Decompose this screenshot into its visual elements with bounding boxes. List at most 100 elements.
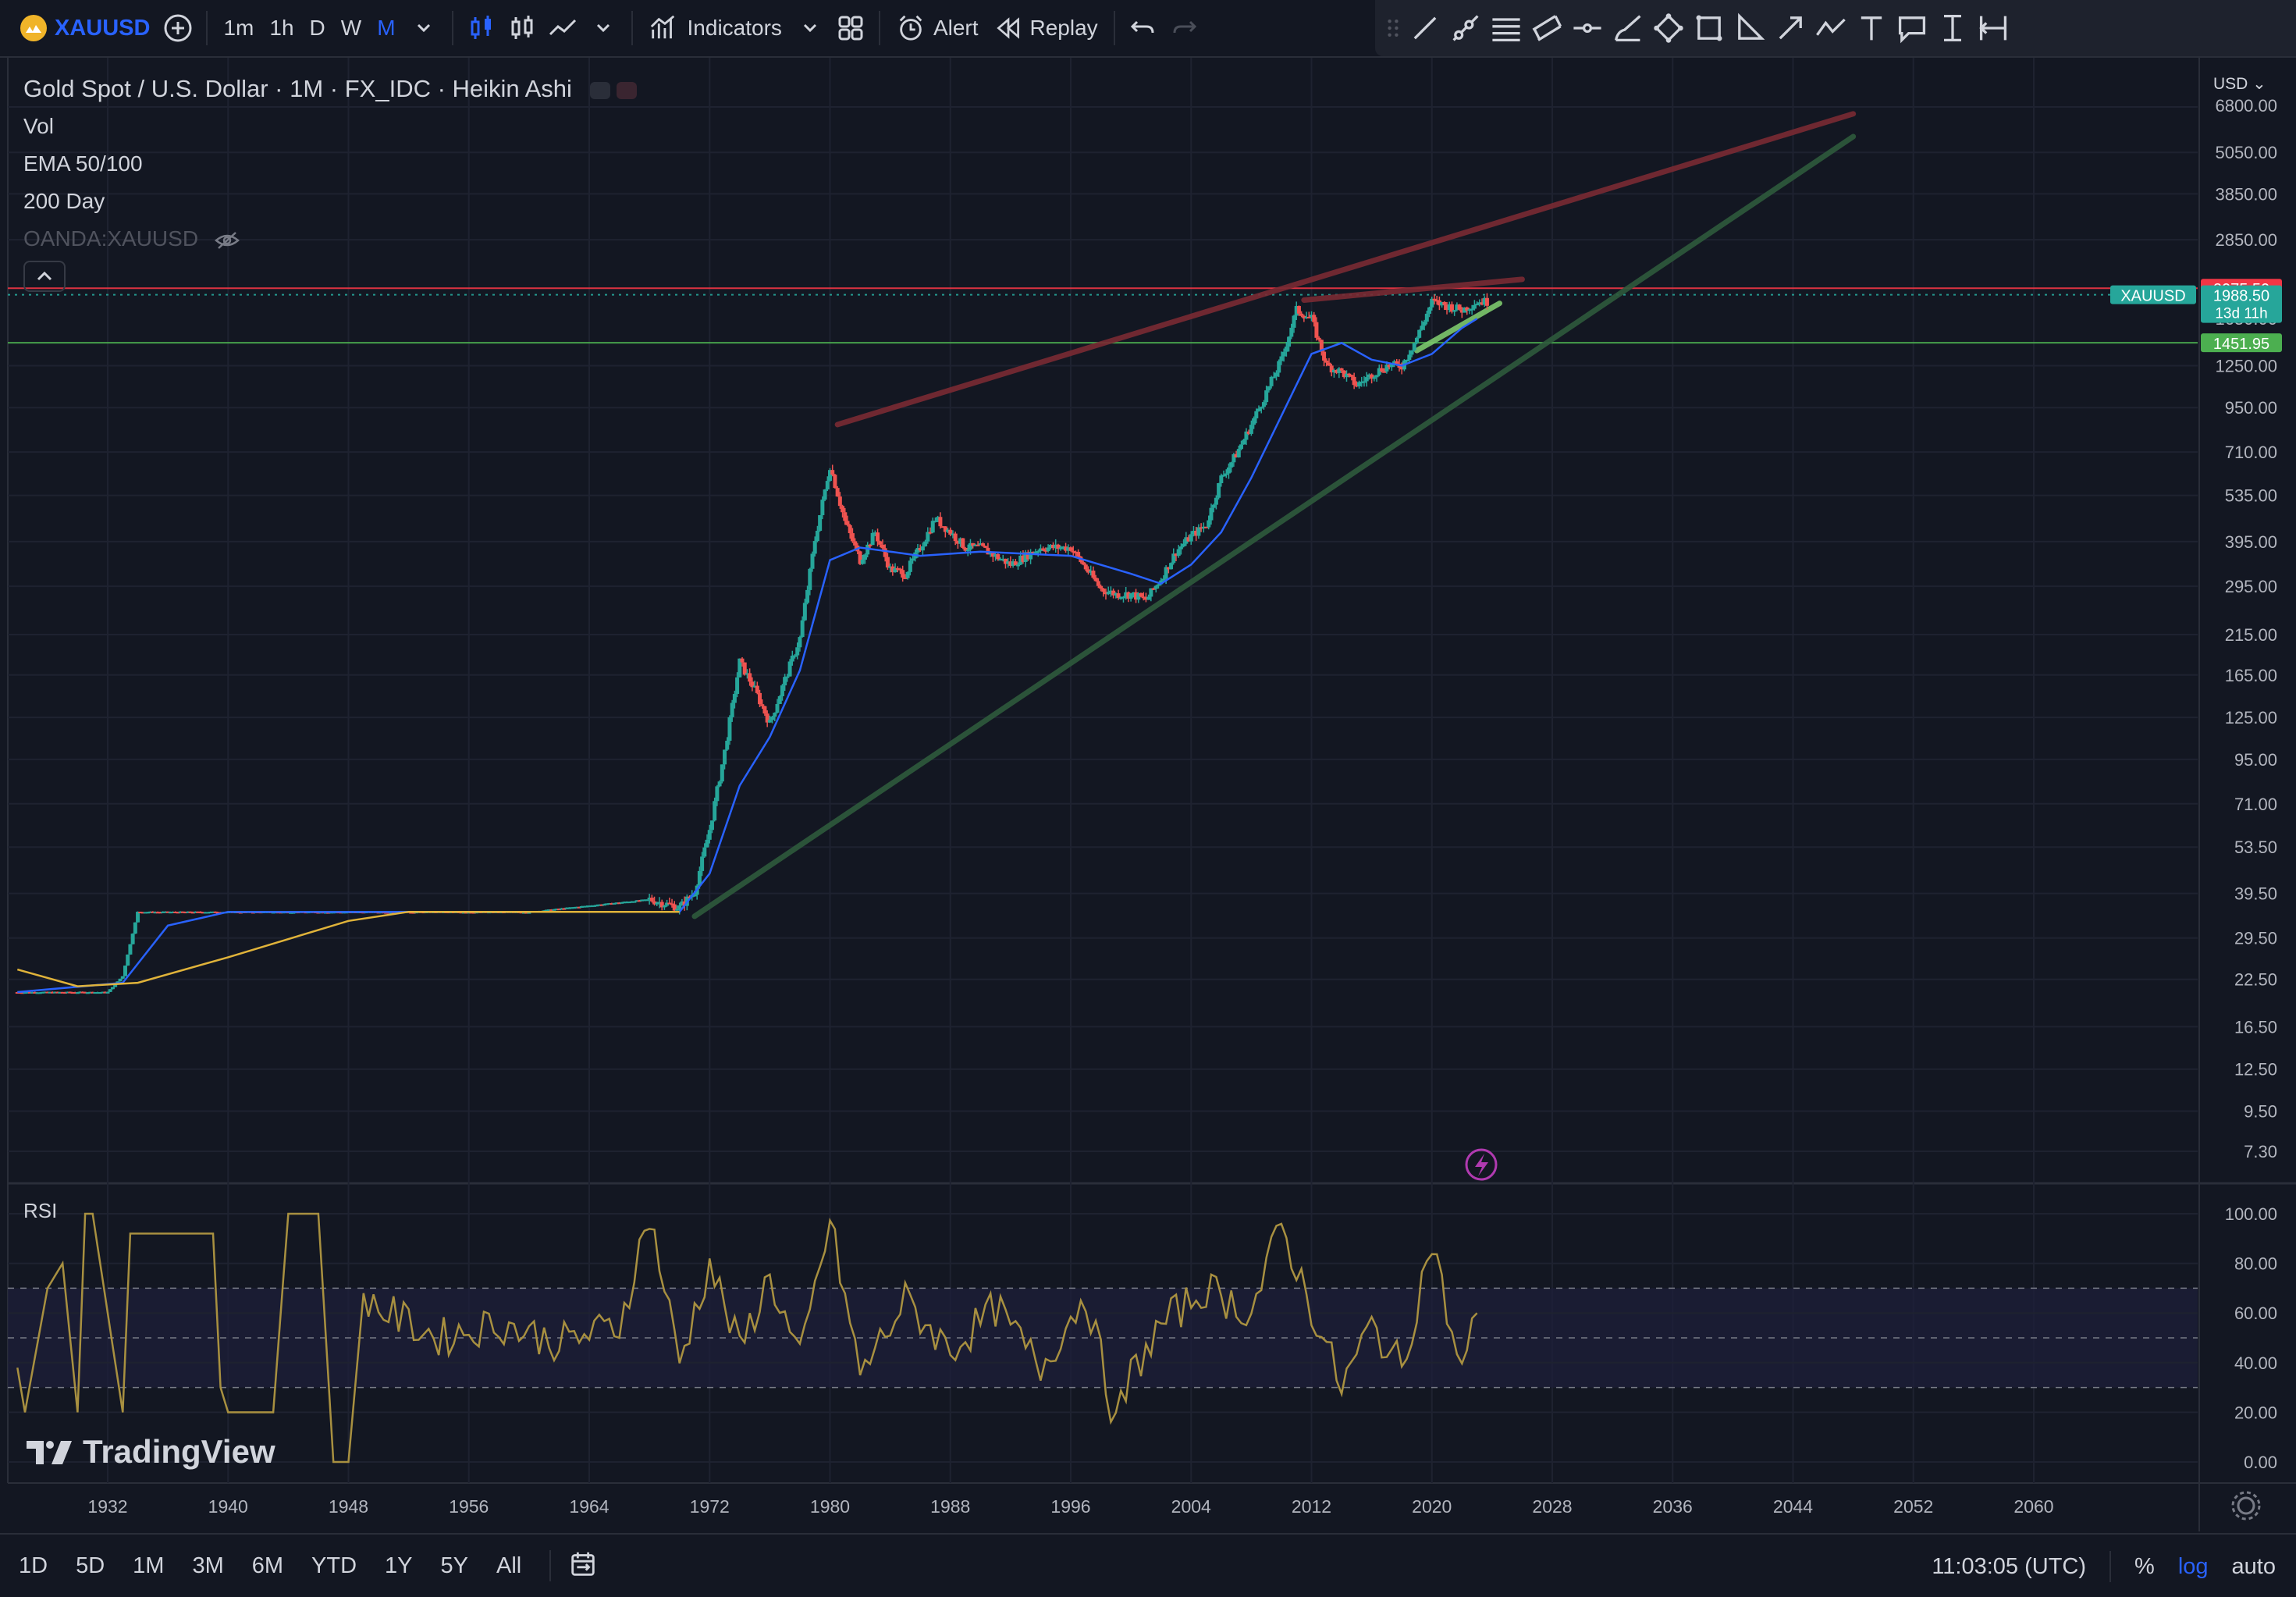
eye-toggle[interactable]: [589, 81, 610, 99]
auto-scale-toggle[interactable]: auto: [2231, 1553, 2276, 1579]
rectangle-tool[interactable]: [1689, 8, 1729, 48]
candle-body: [614, 902, 619, 905]
chart-style-dropdown[interactable]: [583, 8, 624, 48]
interval-w[interactable]: W: [340, 16, 362, 40]
candle-body: [1156, 584, 1160, 586]
candle-body: [1319, 340, 1324, 352]
range-6m[interactable]: 6M: [251, 1553, 284, 1578]
interval-dropdown[interactable]: [403, 8, 444, 48]
candle-body: [642, 899, 647, 902]
interval-1h[interactable]: 1h: [269, 16, 294, 40]
time-axis[interactable]: 1932 1940 1948 1956 1964 1972 1980 1988 1996 2004…: [87, 1496, 2053, 1517]
range-5y[interactable]: 5Y: [440, 1553, 469, 1578]
alert-button[interactable]: Alert: [888, 6, 986, 50]
trend-line: [834, 111, 1857, 428]
callout-tool[interactable]: [1892, 8, 1932, 48]
range-1m[interactable]: 1M: [133, 1553, 165, 1578]
triangle-tool[interactable]: [1729, 8, 1770, 48]
horizontal-ray-tool[interactable]: [1567, 8, 1608, 48]
bottom-divider: [2109, 1551, 2112, 1582]
percent-scale-toggle[interactable]: %: [2134, 1553, 2155, 1579]
parallel-lines-tool[interactable]: [1486, 8, 1527, 48]
log-scale-toggle[interactable]: log: [2177, 1553, 2209, 1579]
legend-oanda[interactable]: OANDA:XAUUSD: [23, 226, 240, 251]
price-label-tool[interactable]: [1932, 8, 1973, 48]
price-tick-label: 39.50: [2234, 884, 2277, 904]
candle-body: [667, 902, 672, 905]
candle-body: [1327, 362, 1331, 366]
interval-d[interactable]: D: [309, 16, 325, 40]
trend-line-tool[interactable]: [1405, 8, 1445, 48]
pattern-icon: [1654, 13, 1683, 43]
range-ytd[interactable]: YTD: [311, 1553, 357, 1578]
candle-body: [1445, 304, 1449, 311]
settings-gear-icon[interactable]: [2231, 1491, 2261, 1521]
replay-button[interactable]: Replay: [986, 6, 1106, 50]
range-all[interactable]: All: [496, 1553, 522, 1578]
candle-body: [161, 911, 165, 913]
line-style-button[interactable]: [542, 8, 583, 48]
candle-body: [1139, 592, 1143, 597]
range-5d[interactable]: 5D: [76, 1553, 105, 1578]
brush-tool[interactable]: [1608, 8, 1648, 48]
main-grid: [0, 58, 2296, 1533]
eye-hidden-icon[interactable]: [214, 229, 240, 251]
bars-style-button[interactable]: [502, 8, 542, 48]
redo-button[interactable]: [1164, 8, 1204, 48]
drag-handle[interactable]: [1381, 8, 1405, 48]
time-tick-label: 1980: [810, 1496, 850, 1517]
legend-200-day[interactable]: 200 Day: [23, 189, 105, 213]
legend-ema[interactable]: EMA 50/100: [23, 151, 143, 176]
arrow-tool[interactable]: [1770, 8, 1811, 48]
flash-icon[interactable]: [1465, 1148, 1498, 1181]
candle-body: [876, 532, 880, 542]
moving-averages: [16, 318, 1478, 994]
candle-body: [570, 907, 574, 909]
time-tick-label: 2004: [1171, 1496, 1211, 1517]
undo-button[interactable]: [1123, 8, 1164, 48]
price-axis[interactable]: USD ⌄ 5050.00 3850.00 2850.00 1250.00 950.00 7…: [2213, 75, 2277, 1161]
rsi-tick-label: 60.00: [2234, 1304, 2277, 1323]
range-1y[interactable]: 1Y: [385, 1553, 413, 1578]
interval-1m[interactable]: 1m: [223, 16, 254, 40]
undo-icon: [1130, 20, 1154, 34]
toolbar-divider: [206, 11, 208, 45]
ray-tool[interactable]: [1445, 8, 1486, 48]
goto-date-button[interactable]: [568, 1549, 598, 1583]
candle-body: [213, 911, 218, 913]
candle-body: [802, 603, 807, 621]
compare-symbol-button[interactable]: [158, 8, 198, 48]
candle-body: [665, 902, 670, 906]
candle-body: [1274, 372, 1279, 377]
price-tick-label: 71.00: [2234, 795, 2277, 814]
rsi-axis[interactable]: 100.00 80.00 60.00 40.00 20.00 0.00: [2225, 1204, 2277, 1472]
indicators-dropdown[interactable]: [790, 8, 830, 48]
rsi-pane-label[interactable]: RSI: [23, 1199, 58, 1222]
chart-style-toggles[interactable]: [589, 81, 637, 99]
measure-tool[interactable]: [1973, 8, 2013, 48]
range-3m[interactable]: 3M: [192, 1553, 224, 1578]
price-tick-label: 29.50: [2234, 929, 2277, 948]
utc-clock[interactable]: 11:03:05 (UTC): [1932, 1553, 2087, 1579]
settings-toggle[interactable]: [616, 81, 637, 99]
text-tool[interactable]: [1851, 8, 1892, 48]
interval-m[interactable]: M: [377, 16, 396, 40]
symbol-search[interactable]: XAUUSD: [0, 6, 158, 50]
layout-button[interactable]: [830, 8, 871, 48]
trend-lines[interactable]: [691, 111, 1857, 919]
collapse-legend-button[interactable]: [23, 261, 66, 292]
candle-body: [1264, 390, 1269, 403]
legend-vol[interactable]: Vol: [23, 114, 54, 138]
candle-body: [828, 470, 832, 482]
path-tool[interactable]: [1811, 8, 1851, 48]
indicators-button[interactable]: Indicators: [641, 6, 790, 50]
range-1d[interactable]: 1D: [19, 1553, 48, 1578]
candle-body: [85, 992, 90, 994]
moving-average-line: [17, 318, 1478, 994]
channel-tool[interactable]: [1527, 8, 1567, 48]
pattern-tool[interactable]: [1648, 8, 1689, 48]
candles-style-button[interactable]: [461, 8, 502, 48]
candle-body: [1296, 306, 1301, 314]
candle-body: [27, 991, 32, 994]
